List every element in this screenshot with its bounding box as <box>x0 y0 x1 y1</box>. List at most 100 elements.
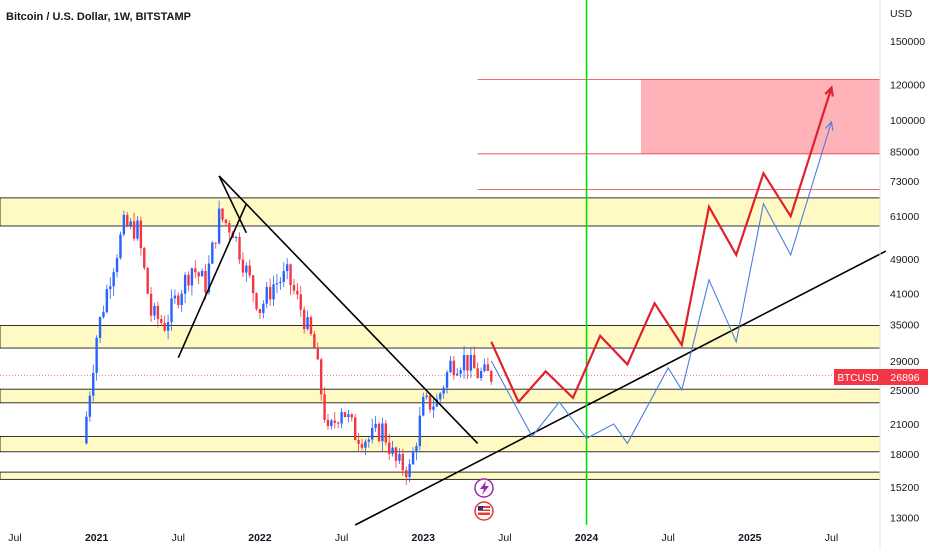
candle <box>432 397 435 418</box>
zone-61000 <box>0 197 881 227</box>
candle <box>251 274 255 302</box>
y-tick-label: 61000 <box>890 211 919 223</box>
y-tick-label: 15200 <box>890 482 919 494</box>
candle <box>109 277 112 299</box>
candle-body <box>112 272 115 287</box>
candle <box>115 254 119 278</box>
candle-body <box>119 234 122 259</box>
candle <box>180 289 183 312</box>
y-tick-label: 18000 <box>890 449 919 461</box>
candle <box>374 416 377 432</box>
y-tick-label: 150000 <box>890 36 925 48</box>
x-tick-label: Jul <box>8 532 21 544</box>
x-tick-label: 2021 <box>85 532 109 544</box>
y-tick-label: 29000 <box>890 356 919 368</box>
candle <box>200 268 204 277</box>
candle-body <box>88 395 92 417</box>
candle <box>163 315 166 332</box>
candle-body <box>445 372 449 388</box>
resistance-box <box>640 79 880 154</box>
y-tick-label: 49000 <box>890 254 919 266</box>
candle-body <box>241 259 245 273</box>
candle <box>190 267 194 296</box>
candle-body <box>459 370 462 374</box>
candle-body <box>238 236 241 260</box>
projection-red <box>490 87 833 405</box>
candle-body <box>398 454 401 461</box>
y-tick-label: 73000 <box>890 176 919 188</box>
candle-body <box>204 270 207 293</box>
candle-body <box>262 303 265 314</box>
candle-body <box>432 406 435 410</box>
candle <box>309 315 313 336</box>
candle-body <box>330 420 333 427</box>
candle-body <box>473 355 476 369</box>
candle <box>401 448 405 476</box>
y-tick-label: 25000 <box>890 385 919 397</box>
candle <box>228 220 231 241</box>
x-tick-label: 2023 <box>412 532 436 544</box>
candle <box>275 273 279 294</box>
candle-body <box>323 394 326 420</box>
candle <box>160 314 163 326</box>
candle <box>279 277 282 291</box>
candle <box>456 367 459 377</box>
candle-body <box>85 416 88 444</box>
candle <box>102 305 105 319</box>
candle-body <box>136 220 139 239</box>
candle <box>486 357 490 372</box>
price-axis[interactable]: 150000 120000 100000 85000 73000 61000 49000 41… <box>890 36 925 524</box>
candle-body <box>296 290 299 295</box>
candle-body <box>173 295 177 299</box>
candle <box>388 433 391 460</box>
candle <box>139 216 143 256</box>
candle <box>92 364 95 402</box>
candle <box>272 275 275 307</box>
candle <box>112 267 115 296</box>
candle <box>333 411 336 429</box>
candle-body <box>405 470 408 478</box>
candle-body <box>255 293 258 310</box>
trendlines-layer <box>177 0 887 526</box>
candle <box>170 289 173 331</box>
zone-33000 <box>0 325 881 349</box>
candle-body <box>177 295 180 306</box>
candle <box>343 411 347 418</box>
candle-body <box>115 258 119 273</box>
candle-body <box>146 267 149 294</box>
us-flag-icon[interactable] <box>474 501 494 521</box>
candle-body <box>299 294 302 310</box>
candle <box>166 314 170 340</box>
candle-body <box>350 414 353 418</box>
x-tick-label: Jul <box>172 532 185 544</box>
candle <box>323 387 326 423</box>
candle <box>149 287 153 323</box>
flash-icon[interactable] <box>474 478 494 498</box>
candle-body <box>371 427 374 440</box>
trendline-wedge-top <box>218 175 248 234</box>
candle-body <box>333 420 336 423</box>
candle-body <box>149 293 153 316</box>
zones-layer <box>0 79 881 480</box>
candle <box>119 231 122 260</box>
candle-body <box>275 283 279 285</box>
candle-body <box>336 422 340 424</box>
candle <box>234 236 238 243</box>
candle-body <box>343 412 347 418</box>
candle-body <box>384 423 388 443</box>
candle-body <box>340 412 343 424</box>
candle <box>411 447 415 465</box>
x-tick-label: 2022 <box>248 532 272 544</box>
x-tick-label: 2025 <box>738 532 762 544</box>
candle-body <box>160 319 163 323</box>
candle <box>357 433 360 453</box>
candle-body <box>105 289 109 312</box>
candle <box>326 414 330 430</box>
time-axis[interactable]: Jul 2021 Jul 2022 Jul 2023 Jul 2024 Jul 2025 Jul <box>8 532 838 544</box>
y-tick-label: 85000 <box>890 147 919 159</box>
symbol-tag <box>834 369 882 385</box>
candle <box>183 272 187 304</box>
x-tick-label: Jul <box>825 532 838 544</box>
candle-body <box>224 219 228 224</box>
